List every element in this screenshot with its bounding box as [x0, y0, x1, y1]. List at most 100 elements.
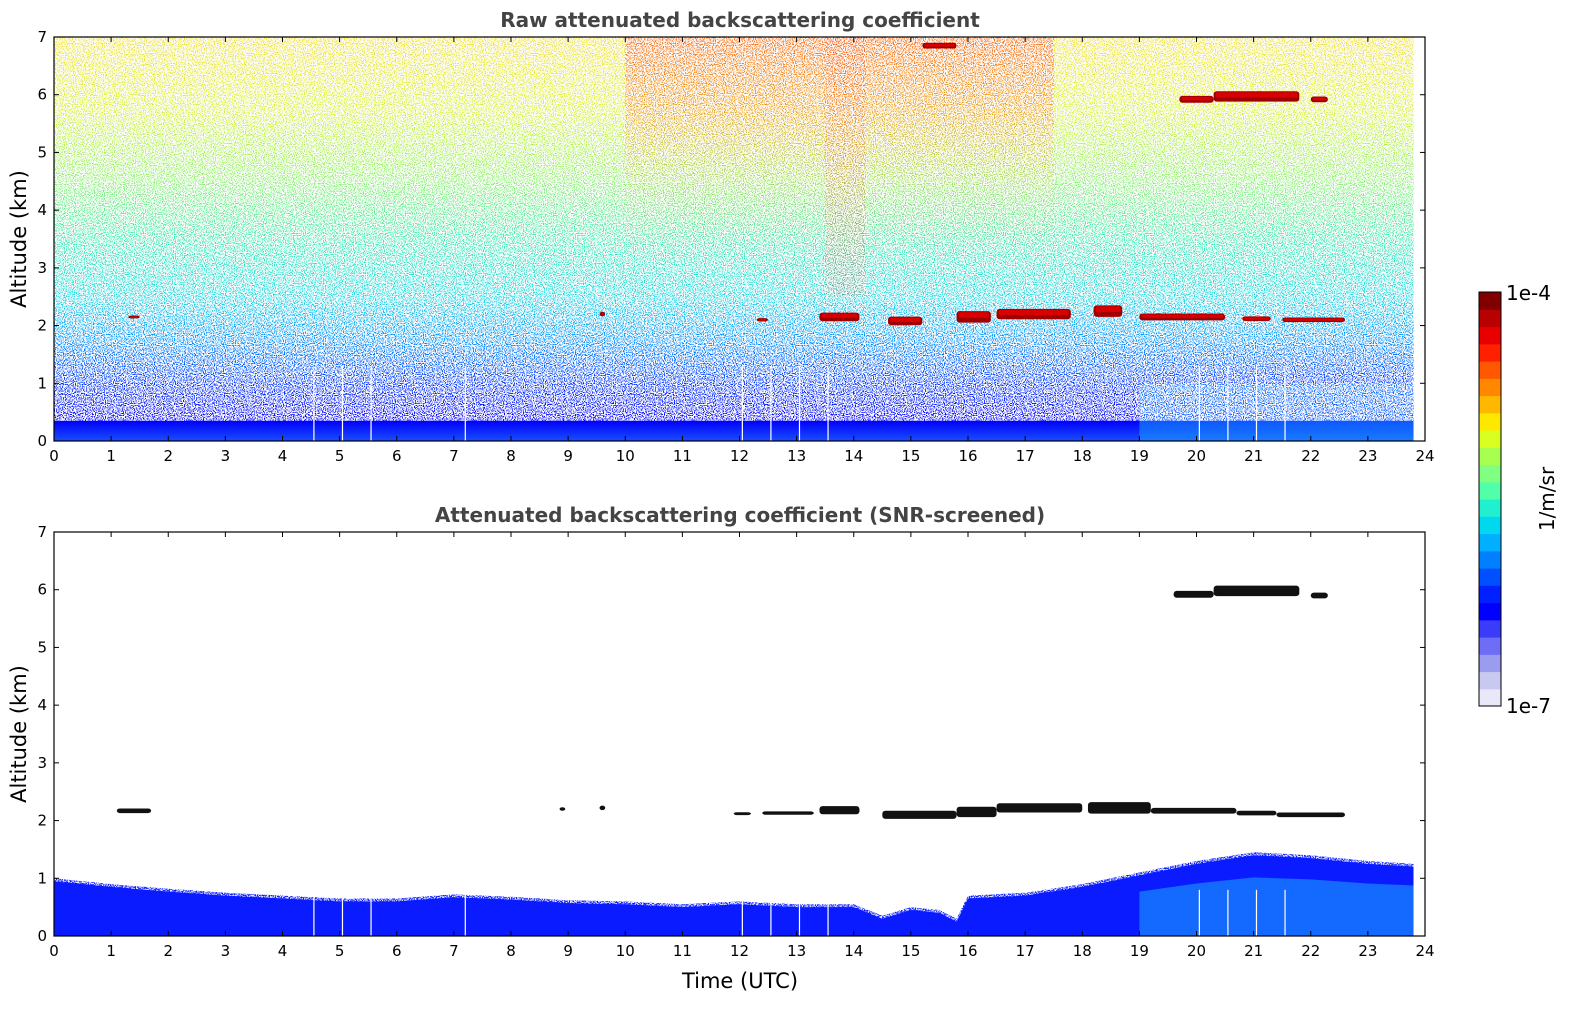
x-tick-label: 17 — [1016, 447, 1035, 465]
x-axis-label: Time (UTC) — [681, 969, 798, 993]
x-tick-label: 21 — [1244, 447, 1263, 465]
colorbar-swatch — [1479, 395, 1501, 414]
x-tick-label: 20 — [1187, 447, 1206, 465]
cloud-core — [998, 309, 1069, 316]
x-tick-label: 22 — [1301, 447, 1320, 465]
x-tick-label: 1 — [106, 447, 116, 465]
y-tick-label: 3 — [37, 754, 47, 772]
x-tick-label: 6 — [392, 942, 402, 960]
axis-ticks: 0 1 2 3 4 5 6 7 8 9 10 11 12 13 14 15 16 17 18 19 20 21 22 23 24… — [37, 28, 1434, 465]
colorbar-swatch — [1479, 602, 1501, 621]
x-tick-label: 22 — [1301, 942, 1320, 960]
y-tick-label: 6 — [37, 86, 47, 104]
x-tick-label: 15 — [901, 447, 920, 465]
boundary-layer-edge — [54, 845, 1414, 922]
x-tick-label: 15 — [901, 942, 920, 960]
y-tick-label: 5 — [37, 143, 47, 161]
y-tick-label: 1 — [37, 869, 47, 887]
colorbar-swatch — [1479, 430, 1501, 448]
x-tick-label: 2 — [163, 447, 173, 465]
x-tick-label: 5 — [335, 447, 345, 465]
colorbar: 1e-4 1e-7 1/m/sr — [1478, 281, 1559, 718]
y-tick-label: 7 — [37, 523, 47, 541]
colorbar-swatch — [1479, 550, 1501, 569]
cloud-core — [130, 316, 138, 318]
cloud-layer — [996, 803, 1083, 813]
x-tick-label: 18 — [1073, 447, 1092, 465]
y-tick-label: 0 — [37, 432, 47, 450]
colorbar-swatch — [1479, 412, 1501, 431]
colorbar-swatch — [1479, 309, 1501, 328]
cloud-layer — [882, 810, 957, 819]
cloud-core — [958, 312, 989, 318]
x-tick-label: 4 — [278, 447, 288, 465]
x-tick-label: 18 — [1073, 942, 1092, 960]
cloud-layer — [1310, 592, 1328, 599]
x-tick-label: 23 — [1358, 447, 1377, 465]
colorbar-swatch — [1479, 654, 1501, 673]
x-tick-label: 3 — [221, 447, 231, 465]
cloud-layer — [956, 806, 997, 818]
snr-screened-panel: 0 1 2 3 4 5 6 7 8 9 10 11 12 13 14 15 16 17 18 19 20 21 22 23 24… — [7, 503, 1435, 993]
colorbar-swatches — [1479, 292, 1501, 707]
x-tick-label: 24 — [1415, 942, 1434, 960]
cloud-core — [1141, 314, 1224, 318]
x-tick-label: 20 — [1187, 942, 1206, 960]
x-tick-label: 16 — [958, 942, 977, 960]
x-tick-label: 11 — [673, 942, 692, 960]
y-tick-label: 2 — [37, 812, 47, 830]
cloud-layer — [762, 811, 814, 815]
colorbar-swatch — [1479, 619, 1501, 638]
x-tick-label: 8 — [506, 447, 516, 465]
x-tick-label: 5 — [335, 942, 345, 960]
y-tick-label: 2 — [37, 317, 47, 335]
x-tick-label: 10 — [616, 942, 635, 960]
no-data-region — [1413, 37, 1425, 441]
colorbar-swatch — [1479, 637, 1501, 655]
x-tick-label: 16 — [958, 447, 977, 465]
colorbar-swatch — [1479, 292, 1501, 310]
y-tick-label: 4 — [37, 696, 47, 714]
x-tick-label: 0 — [49, 447, 59, 465]
aerosol-layer — [1139, 877, 1414, 936]
x-tick-label: 24 — [1415, 447, 1434, 465]
no-data-region — [1413, 532, 1425, 936]
cloud-layer — [116, 808, 152, 814]
x-tick-label: 14 — [844, 942, 863, 960]
cloud-core — [890, 317, 921, 322]
cloud-layer — [733, 812, 751, 816]
cloud-core — [601, 312, 604, 316]
x-tick-label: 8 — [506, 942, 516, 960]
colorbar-swatch — [1479, 447, 1501, 466]
x-tick-label: 11 — [673, 447, 692, 465]
cloud-layer — [1150, 807, 1237, 814]
colorbar-swatch — [1479, 326, 1501, 345]
cloud-layer — [819, 806, 860, 815]
colorbar-unit-label: 1/m/sr — [1535, 466, 1559, 531]
boundary-layer — [54, 852, 1414, 936]
colorbar-swatch — [1479, 671, 1501, 690]
y-tick-label: 7 — [37, 28, 47, 46]
cloud-core — [1312, 97, 1326, 101]
colorbar-swatch — [1479, 481, 1501, 500]
x-tick-label: 1 — [106, 942, 116, 960]
cloud-layer — [1173, 590, 1214, 598]
x-tick-label: 10 — [616, 447, 635, 465]
x-tick-label: 0 — [49, 942, 59, 960]
cloud-layer — [599, 805, 606, 811]
colorbar-swatch — [1479, 568, 1501, 586]
x-tick-label: 6 — [392, 447, 402, 465]
colorbar-swatch — [1479, 361, 1501, 379]
cloud-core — [1095, 306, 1121, 313]
cloud-layer — [1236, 810, 1277, 816]
colorbar-swatch — [1479, 516, 1501, 535]
colorbar-swatch — [1479, 464, 1501, 483]
x-tick-label: 4 — [278, 942, 288, 960]
colorbar-swatch — [1479, 499, 1501, 517]
x-tick-label: 19 — [1130, 447, 1149, 465]
x-tick-label: 13 — [787, 942, 806, 960]
colorbar-swatch — [1479, 343, 1501, 362]
x-tick-label: 7 — [449, 942, 459, 960]
cloud-layer — [1213, 585, 1300, 597]
